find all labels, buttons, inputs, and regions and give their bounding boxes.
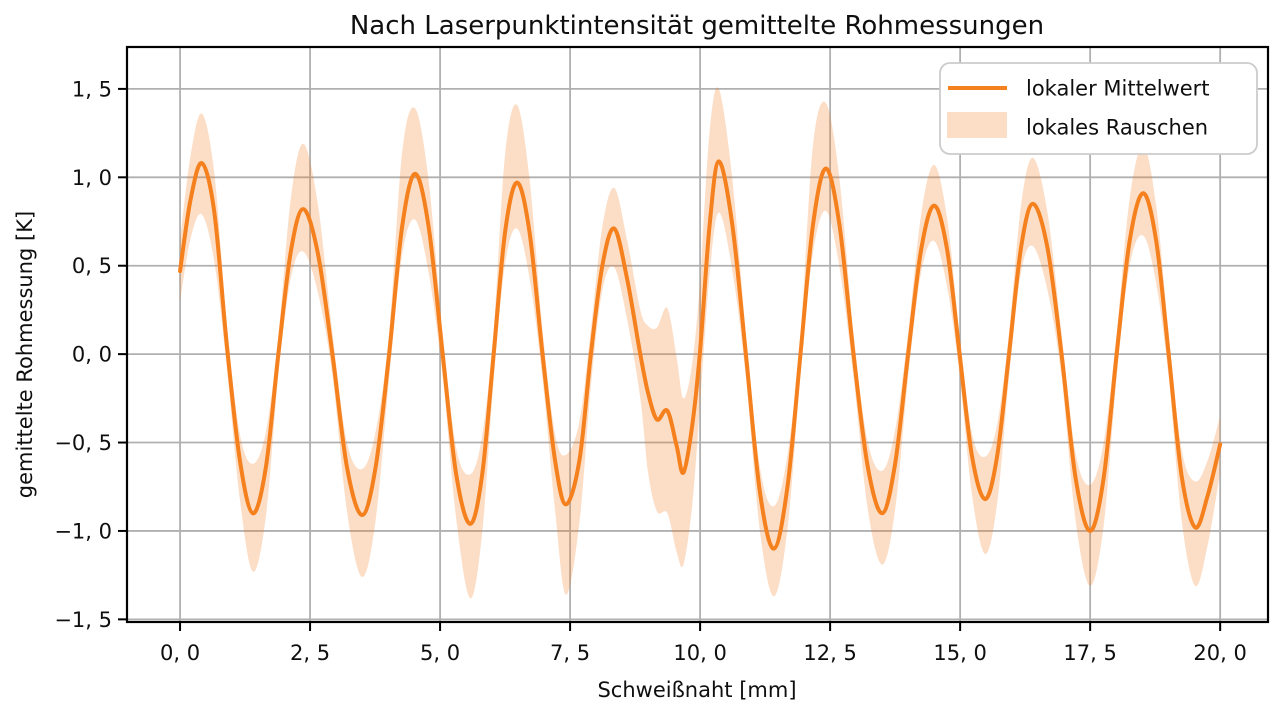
legend-label-mean: lokaler Mittelwert <box>1026 77 1210 101</box>
axes-spines <box>125 45 1270 624</box>
x-tick-label: 17, 5 <box>1063 641 1116 665</box>
y-tick-label: −1, 0 <box>54 519 112 543</box>
legend-label-noise: lokales Rauschen <box>1026 116 1208 140</box>
x-tick-label: 7, 5 <box>550 641 590 665</box>
tick-marks <box>118 87 1222 631</box>
y-tick-label: 0, 0 <box>72 343 112 367</box>
x-tick-label: 10, 0 <box>673 641 726 665</box>
legend-frame <box>939 62 1258 155</box>
y-tick-label: 1, 0 <box>72 166 112 190</box>
y-tick-label: −1, 5 <box>54 608 112 632</box>
x-tick-label: 12, 5 <box>803 641 856 665</box>
chart-title: Nach Laserpunktintensität gemittelte Roh… <box>350 11 1044 41</box>
x-tick-label: 20, 0 <box>1193 641 1246 665</box>
x-axis-label: Schweißnaht [mm] <box>597 678 796 702</box>
x-tick-label: 15, 0 <box>933 641 986 665</box>
legend-box: lokaler Mittelwert lokales Rauschen <box>939 62 1258 155</box>
y-axis-label: gemittelte Rohmessung [K] <box>13 211 37 498</box>
x-tick-label: 2, 5 <box>290 641 330 665</box>
x-tick-label: 0, 0 <box>160 641 200 665</box>
x-tick-label: 5, 0 <box>420 641 460 665</box>
tick-labels: 0, 0 2, 5 5, 0 7, 5 10, 0 12, 5 15, 0 17, 5 20, … <box>54 77 1247 665</box>
y-tick-label: −0, 5 <box>54 431 112 455</box>
y-tick-label: 1, 5 <box>72 77 112 101</box>
mean-line <box>178 159 1223 551</box>
legend-patch-swatch <box>947 112 1007 138</box>
y-tick-label: 0, 5 <box>72 254 112 278</box>
